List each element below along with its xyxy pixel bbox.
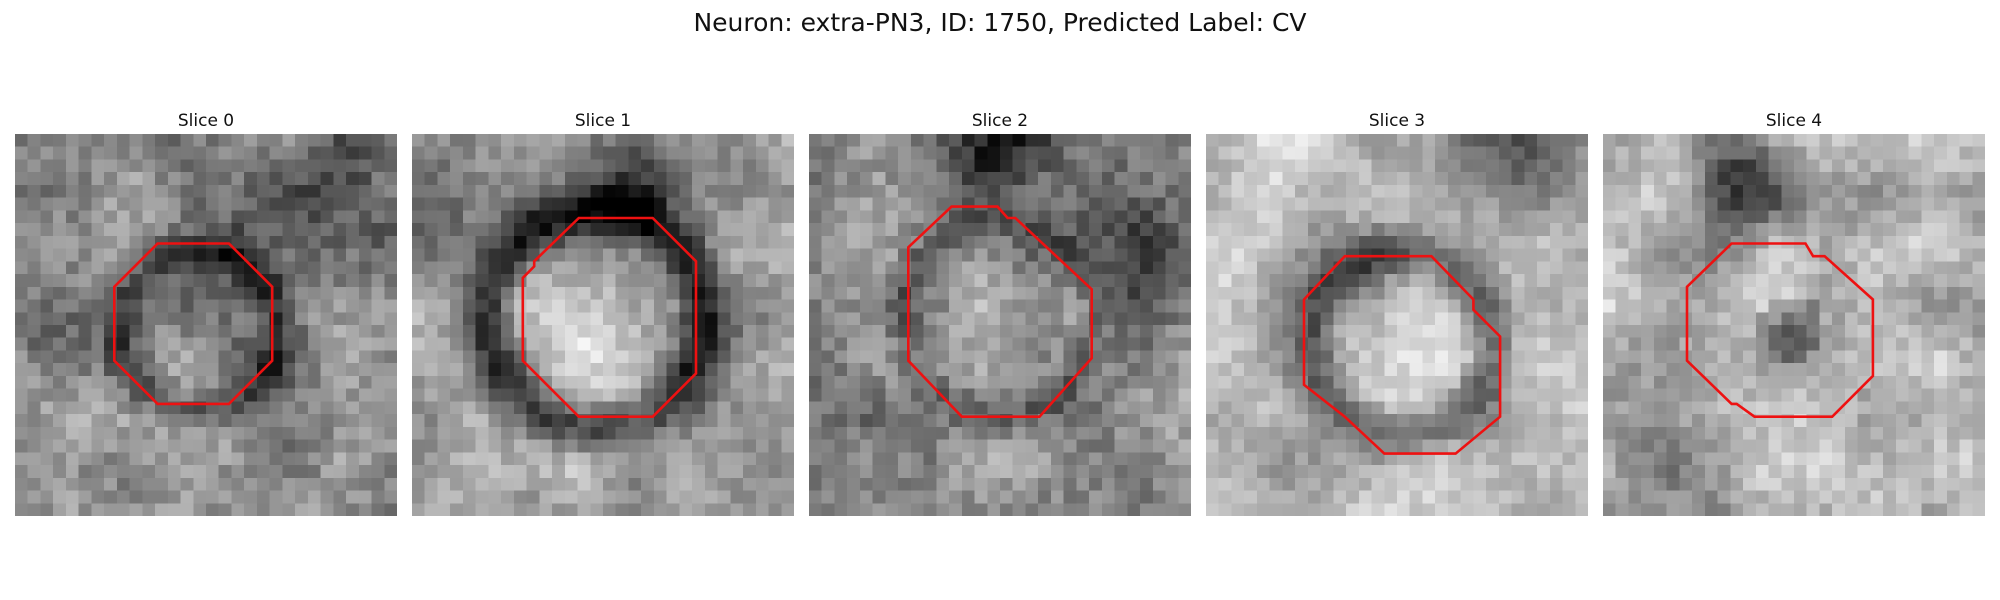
slice-0-image — [15, 134, 397, 516]
slice-0-title: Slice 0 — [177, 111, 235, 131]
slice-3-roi-outline — [1302, 254, 1502, 455]
slice-4-pixels — [1603, 134, 1985, 516]
slice-2-title: Slice 2 — [971, 111, 1029, 131]
slice-2-roi-outline — [907, 205, 1094, 419]
slice-4-image — [1603, 134, 1985, 516]
slice-panel-2: Slice 2 — [809, 110, 1191, 516]
slice-panel-0: Slice 0 — [15, 110, 397, 516]
slice-0-pixels — [15, 134, 397, 516]
slice-3-image — [1206, 134, 1588, 516]
slice-2-pixels — [809, 134, 1191, 516]
figure-title: Neuron: extra-PN3, ID: 1750, Predicted L… — [693, 8, 1307, 37]
slice-1-title: Slice 1 — [574, 111, 632, 131]
slice-1-pixels — [412, 134, 794, 516]
slice-panel-3: Slice 3 — [1206, 110, 1588, 516]
slice-3-pixels — [1206, 134, 1588, 516]
slice-panel-4: Slice 4 — [1603, 110, 1985, 516]
slice-0-roi-outline — [113, 242, 274, 406]
slice-4-title: Slice 4 — [1765, 111, 1823, 131]
slice-3-title: Slice 3 — [1368, 111, 1426, 131]
slice-1-image — [412, 134, 794, 516]
slice-2-image — [809, 134, 1191, 516]
slice-panel-1: Slice 1 — [412, 110, 794, 516]
slice-1-roi-outline — [521, 216, 698, 419]
slice-4-roi-outline — [1685, 242, 1875, 419]
